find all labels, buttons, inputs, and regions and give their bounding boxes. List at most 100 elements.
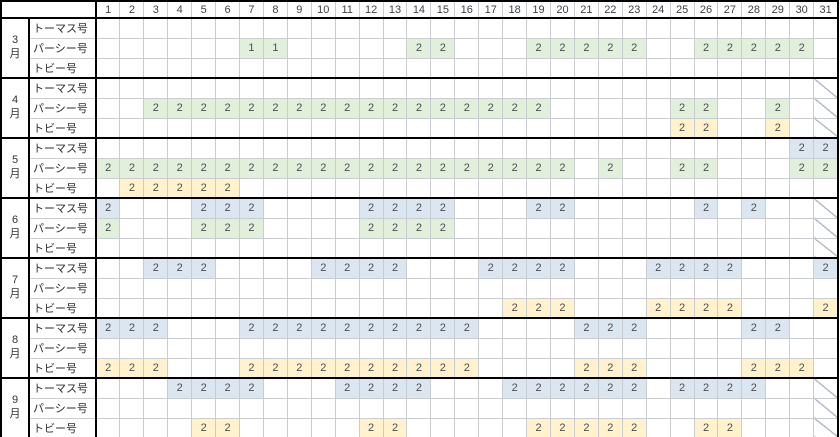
day-cell: 2 <box>382 377 408 399</box>
day-cell <box>95 57 121 79</box>
day-cell <box>502 317 528 339</box>
day-cell <box>286 137 312 159</box>
day-cell <box>645 37 671 59</box>
day-cell <box>239 237 264 259</box>
day-cell <box>741 157 767 179</box>
day-cell <box>382 137 408 159</box>
day-cell <box>669 77 695 99</box>
day-cell: 2 <box>167 257 193 279</box>
day-cell: 2 <box>239 377 264 399</box>
day-cell: 2 <box>693 417 719 437</box>
day-cell <box>645 157 671 179</box>
day-header: 20 <box>550 0 575 19</box>
day-cell: 2 <box>310 157 336 179</box>
day-cell: 2 <box>717 37 743 59</box>
day-cell <box>95 97 121 119</box>
day-cell: 2 <box>239 157 264 179</box>
day-cell: 2 <box>167 97 193 119</box>
day-cell: 2 <box>669 257 695 279</box>
day-cell: 2 <box>621 37 647 59</box>
table-row: トビー号 2 2 2 2 2 <box>1 177 839 199</box>
day-cell <box>215 117 241 139</box>
day-cell <box>191 37 217 59</box>
day-cell <box>621 77 647 99</box>
day-cell: 2 <box>334 157 360 179</box>
day-header: 31 <box>813 0 839 19</box>
day-cell <box>406 417 432 437</box>
day-cell: 2 <box>693 117 719 139</box>
day-cell <box>406 77 432 99</box>
day-cell <box>789 97 815 119</box>
day-cell <box>95 397 121 419</box>
day-cell <box>717 317 743 339</box>
day-cell <box>645 417 671 437</box>
day-cell <box>550 77 575 99</box>
day-cell <box>669 317 695 339</box>
day-cell <box>95 237 121 259</box>
day-cell <box>143 417 169 437</box>
day-cell <box>310 297 336 319</box>
day-cell <box>406 297 432 319</box>
day-cell <box>573 337 599 359</box>
day-cell <box>669 197 695 219</box>
day-cell <box>430 177 456 199</box>
day-cell <box>789 377 815 399</box>
day-cell <box>334 117 360 139</box>
day-cell <box>526 57 552 79</box>
day-cell: 2 <box>215 177 241 199</box>
day-cell <box>789 177 815 199</box>
day-cell <box>262 217 288 239</box>
day-cell <box>645 117 671 139</box>
day-cell <box>550 177 575 199</box>
table-row: パーシー号 2 2 2 2 2 2 2 2 2 2 2 2 2 2 2 2 2 2 2 2 <box>1 97 839 119</box>
day-cell <box>573 157 599 179</box>
day-cell <box>286 257 312 279</box>
day-cell: 2 <box>406 377 432 399</box>
day-header: 2 <box>119 0 145 19</box>
day-cell <box>262 57 288 79</box>
day-cell: 2 <box>215 197 241 219</box>
day-cell: 2 <box>262 357 288 379</box>
day-cell <box>310 417 336 437</box>
day-cell <box>215 317 241 339</box>
day-cell <box>813 197 839 219</box>
train-label: トビー号 <box>28 57 97 79</box>
day-cell: 2 <box>693 377 719 399</box>
day-cell <box>239 397 264 419</box>
day-cell <box>478 137 504 159</box>
day-cell <box>717 57 743 79</box>
day-cell <box>789 237 815 259</box>
day-cell: 2 <box>334 377 360 399</box>
day-cell <box>143 17 169 39</box>
day-cell <box>765 297 791 319</box>
day-cell <box>406 237 432 259</box>
day-cell <box>813 17 839 39</box>
day-cell: 2 <box>478 257 504 279</box>
day-cell: 2 <box>526 297 552 319</box>
day-cell: 1 <box>239 37 264 59</box>
day-cell: 2 <box>597 157 623 179</box>
day-cell: 2 <box>813 137 839 159</box>
day-cell <box>215 277 241 299</box>
day-cell <box>95 177 121 199</box>
day-cell <box>765 337 791 359</box>
day-cell <box>430 397 456 419</box>
day-cell <box>502 397 528 419</box>
day-cell <box>645 17 671 39</box>
day-cell <box>95 77 121 99</box>
day-cell: 2 <box>550 377 575 399</box>
day-header: 1 <box>95 0 121 19</box>
day-cell <box>621 117 647 139</box>
day-cell <box>669 417 695 437</box>
day-cell <box>358 237 384 259</box>
day-cell: 2 <box>382 317 408 339</box>
day-cell: 2 <box>430 157 456 179</box>
day-cell <box>191 237 217 259</box>
day-cell <box>741 97 767 119</box>
day-cell <box>430 297 456 319</box>
day-cell <box>119 277 145 299</box>
day-header: 3 <box>143 0 169 19</box>
day-cell <box>406 57 432 79</box>
day-cell: 2 <box>358 197 384 219</box>
